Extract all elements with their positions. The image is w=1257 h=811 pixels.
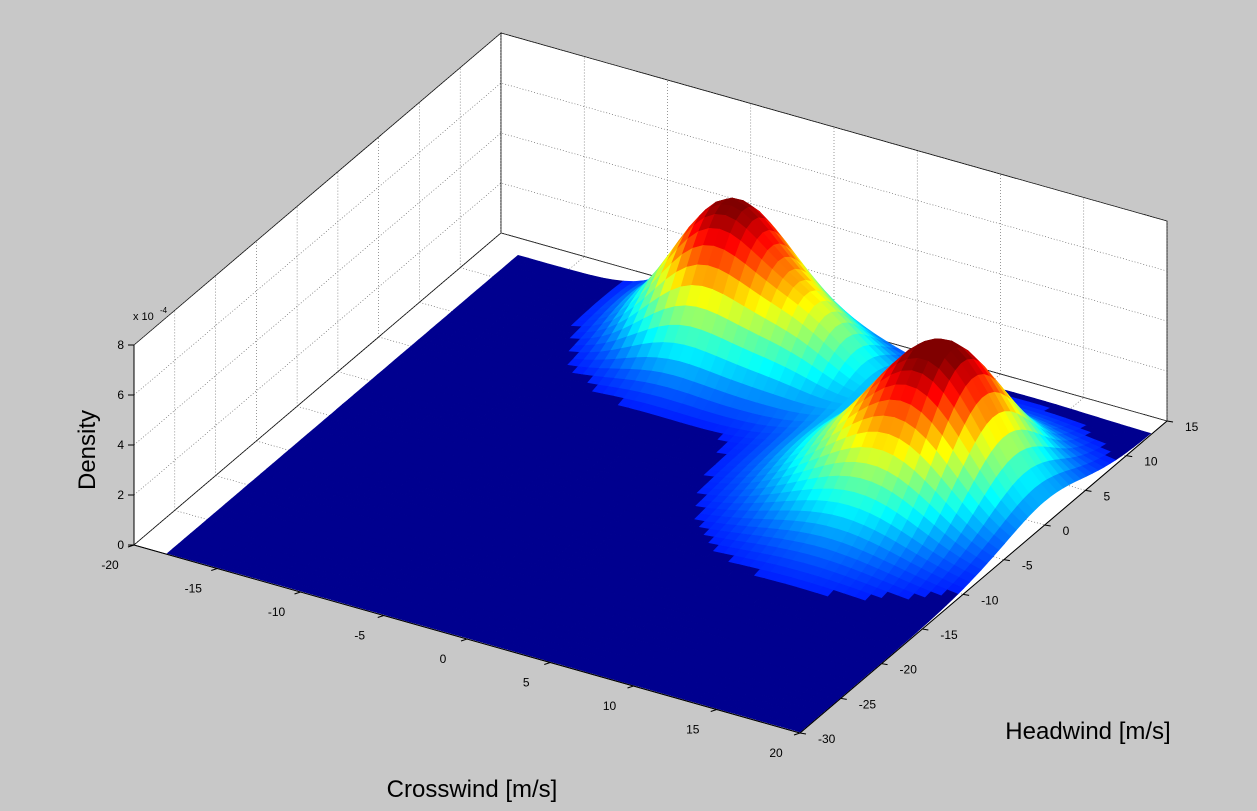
y-axis-line xyxy=(799,420,1168,734)
y-tick-label: 0 xyxy=(1063,524,1070,538)
x-axis-label: Crosswind [m/s] xyxy=(387,776,558,803)
x-tick-mark xyxy=(211,568,218,571)
x-tick-label: -10 xyxy=(268,605,286,619)
y-tick-mark xyxy=(881,663,888,666)
x-tick-label: 5 xyxy=(523,676,530,690)
x-tick-label: 20 xyxy=(769,746,783,760)
y-tick-mark xyxy=(1166,420,1174,423)
y-axis-label: Headwind [m/s] xyxy=(1005,718,1170,745)
tick-marks xyxy=(127,344,1174,736)
tick-labels: -20-15-10-505101520-30-25-20-15-10-50510… xyxy=(101,338,1198,760)
z-tick-label: 4 xyxy=(117,438,124,452)
y-tick-mark xyxy=(840,697,847,700)
y-tick-mark xyxy=(799,732,807,735)
y-tick-mark xyxy=(1085,489,1092,492)
x-tick-mark xyxy=(710,709,717,712)
y-tick-label: -10 xyxy=(981,593,999,607)
gridline-y-floor xyxy=(500,232,1168,422)
y-tick-label: 15 xyxy=(1185,420,1199,434)
y-tick-mark xyxy=(1126,455,1133,458)
y-tick-label: -25 xyxy=(859,697,877,711)
y-tick-label: -5 xyxy=(1022,559,1033,573)
y-tick-label: 5 xyxy=(1103,489,1110,503)
x-tick-label: -5 xyxy=(354,629,365,643)
x-tick-label: -20 xyxy=(101,558,119,572)
x-tick-mark xyxy=(544,662,551,665)
y-tick-mark xyxy=(1044,524,1051,527)
x-axis-line xyxy=(133,544,801,734)
density-surface xyxy=(166,197,1152,733)
z-multiplier-exponent: -4 xyxy=(160,306,168,315)
x-tick-mark xyxy=(793,732,801,736)
y-tick-label: -15 xyxy=(940,628,958,642)
z-tick-label: 8 xyxy=(117,338,124,352)
y-tick-mark xyxy=(922,628,929,631)
x-tick-label: 0 xyxy=(440,652,447,666)
x-tick-mark xyxy=(377,615,384,618)
y-tick-label: -20 xyxy=(900,663,918,677)
x-tick-label: 10 xyxy=(603,699,617,713)
y-tick-label: 10 xyxy=(1144,455,1158,469)
x-tick-mark xyxy=(294,591,301,595)
y-tick-mark xyxy=(963,593,970,596)
z-tick-label: 0 xyxy=(117,538,124,552)
z-tick-label: 2 xyxy=(117,488,124,502)
y-tick-label: -30 xyxy=(818,732,836,746)
z-tick-label: 6 xyxy=(117,388,124,402)
z-axis-label: Density xyxy=(74,410,101,490)
y-tick-mark xyxy=(1003,559,1010,562)
surface-patch xyxy=(788,723,807,733)
x-tick-mark xyxy=(627,685,634,689)
z-multiplier-label: x 10 xyxy=(133,311,154,323)
x-tick-mark xyxy=(460,638,468,642)
x-tick-label: 15 xyxy=(686,723,700,737)
x-tick-label: -15 xyxy=(185,582,203,596)
